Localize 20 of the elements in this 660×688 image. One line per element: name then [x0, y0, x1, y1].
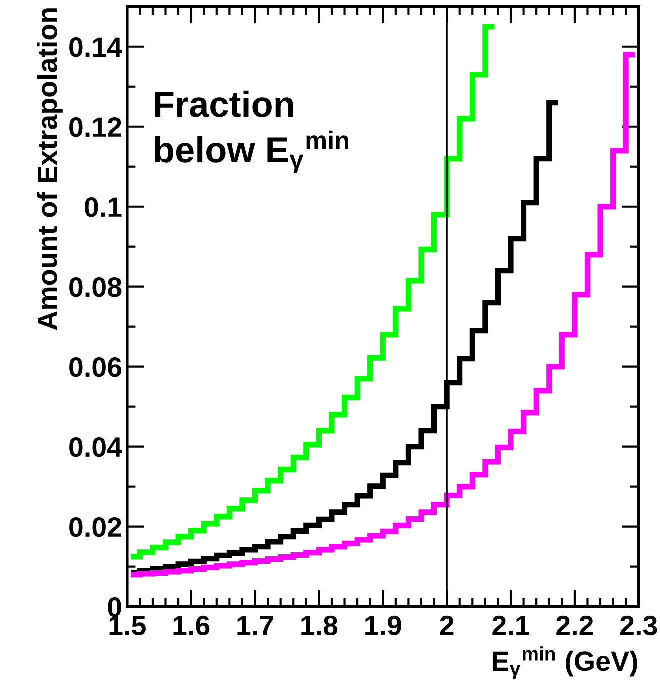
y-tick-label: 0.06 — [70, 358, 122, 378]
y-tick-label: 0.08 — [70, 278, 122, 298]
y-tick-label: 0 — [108, 597, 122, 618]
x-tick-label: 1.5 — [110, 616, 146, 636]
y-tick-label: 0.04 — [70, 438, 122, 458]
x-tick-label: 1.6 — [174, 616, 210, 636]
y-axis-title: Amount of Extrapolation — [37, 8, 63, 330]
x-tick-label: 1.9 — [366, 616, 402, 636]
y-tick-label: 0.02 — [70, 517, 122, 538]
x-tick-label: 1.8 — [302, 616, 338, 636]
x-tick-label: 2.3 — [620, 616, 658, 636]
y-tick-label: 0.14 — [70, 38, 122, 58]
x-tick-label: 2.2 — [556, 616, 594, 636]
x-tick-label: 2.1 — [492, 616, 530, 636]
x-axis-title: E$_{γ}$$^{min}$ (GeV) — [492, 646, 638, 680]
y-tick-label: 0.12 — [70, 118, 122, 138]
annotation: Fraction below E$_{γ}$$^{min}$ — [155, 90, 348, 174]
x-tick-label: 1.7 — [238, 616, 274, 636]
y-tick-label: 0.1 — [85, 198, 122, 218]
x-tick-label: 2 — [440, 616, 454, 636]
